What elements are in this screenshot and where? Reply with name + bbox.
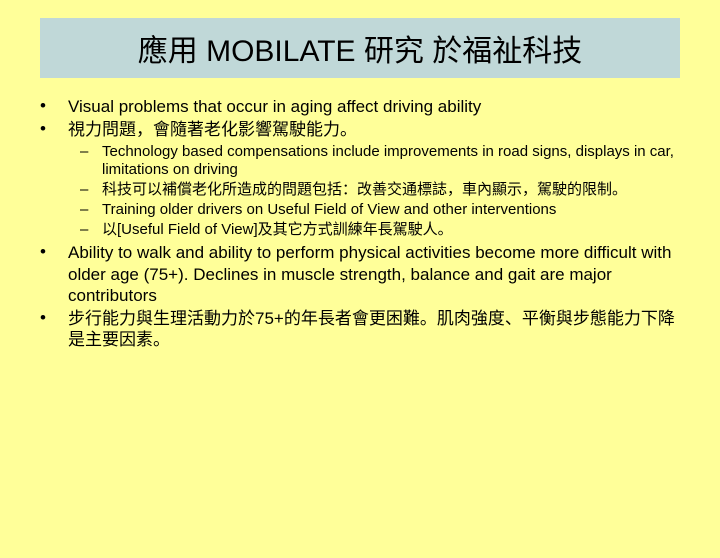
bullet-text: 步行能力與生理活動力於75+的年長者會更困難。肌肉強度、平衡與步態能力下降是主要… (68, 308, 680, 351)
bullet-marker-icon: • (40, 242, 68, 306)
bullet-marker-icon: • (40, 96, 68, 117)
dash-marker-icon: – (80, 181, 102, 200)
title-container: 應用 MOBILATE 研究 於福祉科技 (40, 18, 680, 78)
dash-marker-icon: – (80, 201, 102, 220)
sub-bullet-item: – Technology based compensations include… (80, 143, 680, 181)
sub-bullet-item: – Training older drivers on Useful Field… (80, 201, 680, 220)
bullet-text: 科技可以補償老化所造成的問題包括：改善交通標誌，車內顯示，駕駛的限制。 (102, 181, 627, 200)
sub-bullet-item: – 科技可以補償老化所造成的問題包括：改善交通標誌，車內顯示，駕駛的限制。 (80, 181, 680, 200)
bullet-text: 視力問題，會隨著老化影響駕駛能力。 (68, 119, 357, 140)
content-area: • Visual problems that occur in aging af… (0, 78, 720, 351)
bullet-marker-icon: • (40, 119, 68, 140)
bullet-text: Ability to walk and ability to perform p… (68, 242, 680, 306)
bullet-item: • Visual problems that occur in aging af… (40, 96, 680, 117)
bullet-text: Visual problems that occur in aging affe… (68, 96, 481, 117)
dash-marker-icon: – (80, 143, 102, 181)
bullet-text: Training older drivers on Useful Field o… (102, 201, 556, 220)
bullet-item: • Ability to walk and ability to perform… (40, 242, 680, 306)
bullet-text: Technology based compensations include i… (102, 143, 680, 181)
sub-bullet-item: – 以[Useful Field of View]及其它方式訓練年長駕駛人。 (80, 221, 680, 240)
dash-marker-icon: – (80, 221, 102, 240)
bullet-item: • 步行能力與生理活動力於75+的年長者會更困難。肌肉強度、平衡與步態能力下降是… (40, 308, 680, 351)
bullet-item: • 視力問題，會隨著老化影響駕駛能力。 (40, 119, 680, 140)
bullet-text: 以[Useful Field of View]及其它方式訓練年長駕駛人。 (102, 221, 453, 240)
slide-title: 應用 MOBILATE 研究 於福祉科技 (52, 26, 668, 70)
bullet-marker-icon: • (40, 308, 68, 351)
